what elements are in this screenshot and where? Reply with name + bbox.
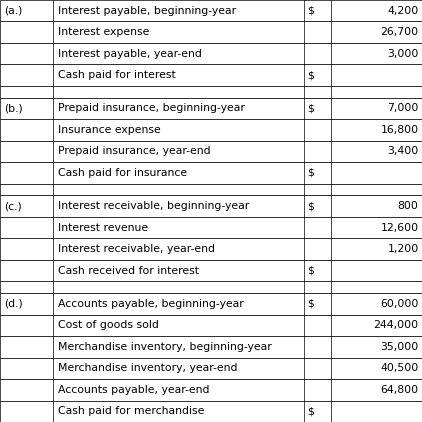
Text: 26,700: 26,700: [381, 27, 419, 37]
Text: Interest payable, beginning-year: Interest payable, beginning-year: [58, 6, 236, 16]
Text: Prepaid insurance, year-end: Prepaid insurance, year-end: [58, 146, 211, 157]
Text: 3,000: 3,000: [387, 49, 419, 59]
Text: Cash received for interest: Cash received for interest: [58, 265, 199, 276]
Text: $: $: [307, 70, 314, 80]
Text: (a.): (a.): [4, 6, 23, 16]
Text: Prepaid insurance, beginning-year: Prepaid insurance, beginning-year: [58, 103, 245, 114]
Text: 1,200: 1,200: [387, 244, 419, 254]
Text: Merchandise inventory, beginning-year: Merchandise inventory, beginning-year: [58, 342, 272, 352]
Bar: [0, 281, 422, 293]
Text: Insurance expense: Insurance expense: [58, 125, 160, 135]
Bar: [0, 43, 422, 65]
Bar: [0, 98, 422, 119]
Text: Merchandise inventory, year-end: Merchandise inventory, year-end: [58, 363, 237, 373]
Bar: [0, 336, 422, 357]
Text: Interest receivable, beginning-year: Interest receivable, beginning-year: [58, 201, 249, 211]
Text: Accounts payable, beginning-year: Accounts payable, beginning-year: [58, 299, 243, 309]
Bar: [0, 238, 422, 260]
Text: 800: 800: [398, 201, 419, 211]
Text: Accounts payable, year-end: Accounts payable, year-end: [58, 385, 209, 395]
Text: 12,600: 12,600: [381, 223, 419, 233]
Text: 7,000: 7,000: [387, 103, 419, 114]
Text: (d.): (d.): [4, 299, 23, 309]
Bar: [0, 22, 422, 43]
Text: Interest expense: Interest expense: [58, 27, 149, 37]
Text: Cash paid for insurance: Cash paid for insurance: [58, 168, 187, 178]
Text: Interest payable, year-end: Interest payable, year-end: [58, 49, 202, 59]
Text: 244,000: 244,000: [373, 320, 419, 330]
Text: Cash paid for merchandise: Cash paid for merchandise: [58, 406, 204, 416]
Text: 35,000: 35,000: [380, 342, 419, 352]
Text: Cash paid for interest: Cash paid for interest: [58, 70, 176, 80]
Bar: [0, 119, 422, 141]
Bar: [0, 65, 422, 86]
Bar: [0, 0, 422, 22]
Bar: [0, 195, 422, 217]
Text: 60,000: 60,000: [380, 299, 419, 309]
Bar: [0, 86, 422, 98]
Bar: [0, 217, 422, 238]
Text: (b.): (b.): [4, 103, 23, 114]
Text: Cost of goods sold: Cost of goods sold: [58, 320, 159, 330]
Text: $: $: [307, 201, 314, 211]
Text: 4,200: 4,200: [387, 6, 419, 16]
Bar: [0, 184, 422, 195]
Text: $: $: [307, 168, 314, 178]
Text: $: $: [307, 406, 314, 416]
Bar: [0, 162, 422, 184]
Bar: [0, 400, 422, 422]
Bar: [0, 141, 422, 162]
Bar: [0, 293, 422, 315]
Bar: [0, 315, 422, 336]
Text: $: $: [307, 299, 314, 309]
Text: $: $: [307, 103, 314, 114]
Text: 3,400: 3,400: [387, 146, 419, 157]
Text: 16,800: 16,800: [381, 125, 419, 135]
Text: 64,800: 64,800: [381, 385, 419, 395]
Bar: [0, 379, 422, 400]
Text: $: $: [307, 265, 314, 276]
Bar: [0, 260, 422, 281]
Text: Interest receivable, year-end: Interest receivable, year-end: [58, 244, 215, 254]
Text: $: $: [307, 6, 314, 16]
Text: Interest revenue: Interest revenue: [58, 223, 148, 233]
Bar: [0, 357, 422, 379]
Text: (c.): (c.): [4, 201, 22, 211]
Text: 40,500: 40,500: [380, 363, 419, 373]
